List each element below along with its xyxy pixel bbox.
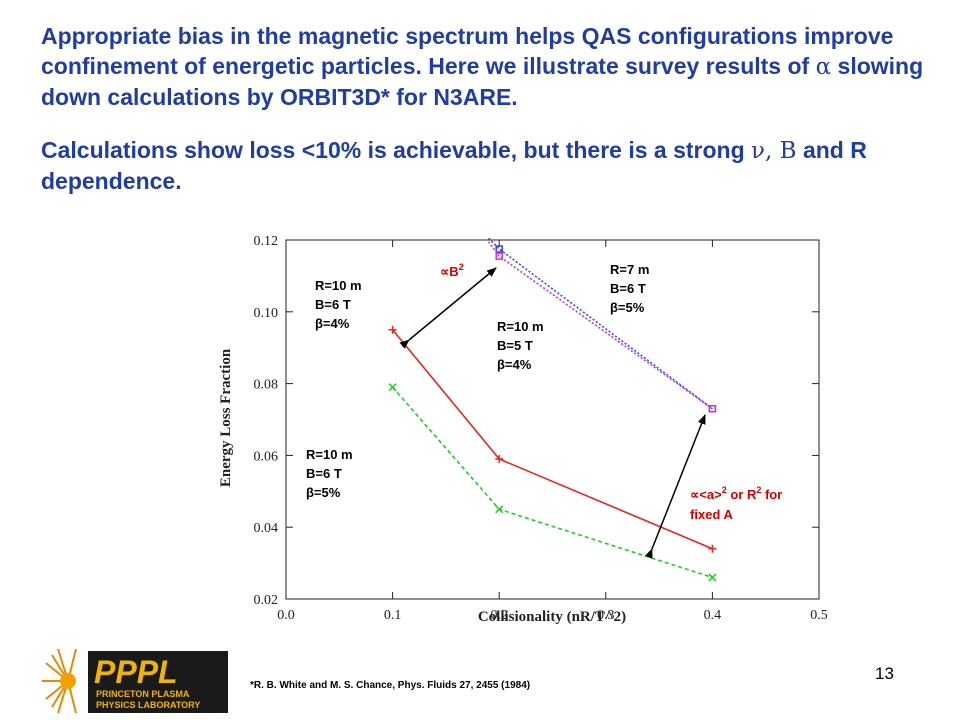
logo-panel	[88, 651, 228, 713]
b-squared-annotation: ∝B2	[440, 262, 464, 279]
data-point	[708, 573, 717, 582]
headline-text: slowing down calculations by ORBIT3D* fo…	[41, 53, 924, 110]
series-purple-annotation: R=7 m B=6 T β=5%	[610, 262, 653, 315]
x-tick-label: 0.3	[597, 608, 615, 623]
data-point	[708, 544, 717, 553]
footnote: *R. B. White and M. S. Chance, Phys. Flu…	[250, 680, 531, 691]
logo-line-1: PRINCETON PLASMA	[96, 689, 190, 699]
y-tick-label: 0.08	[254, 378, 279, 393]
y-tick-label: 0.02	[254, 593, 279, 608]
axis-ticks: 0.0 0.1 0.2 0.3 0.4 0.5 0.02 0.04 0.06 0.08 0.10 0.…	[254, 234, 828, 623]
headline-text: Calculations show loss <10% is achievabl…	[41, 137, 752, 163]
data-point	[495, 252, 503, 260]
radius-annotation: ∝<a>2 or R2 for fixed A	[690, 485, 786, 522]
radius-arrow	[644, 414, 706, 559]
x-tick-label: 0.4	[704, 608, 722, 623]
headline-text: Appropriate bias in the magnetic spectru…	[41, 23, 894, 79]
pppl-logo: PPPL PRINCETON PLASMA PHYSICS LABORATORY	[42, 648, 228, 714]
logo-mark: PPPL	[94, 654, 178, 690]
data-point	[388, 325, 397, 334]
data-series	[388, 237, 717, 582]
logo-line-2: PHYSICS LABORATORY	[96, 700, 200, 710]
headline-paragraph-1: Appropriate bias in the magnetic spectru…	[41, 21, 941, 112]
plot-frame	[285, 239, 820, 600]
y-axis-label: Energy Loss Fraction	[218, 348, 234, 487]
headline-paragraph-2: Calculations show loss <10% is achievabl…	[41, 135, 941, 196]
y-tick-label: 0.12	[254, 234, 279, 249]
series-line	[487, 237, 713, 410]
nu-b-symbol: ν, B	[751, 138, 797, 164]
y-tick-label: 0.06	[254, 449, 279, 464]
marker-square	[495, 245, 503, 253]
x-tick-label: 0.2	[490, 608, 508, 623]
data-point	[388, 383, 397, 392]
series-blue-annotation: R=10 m B=5 T β=4%	[497, 319, 547, 372]
data-point	[495, 245, 503, 253]
series-line	[391, 386, 713, 579]
series-line	[487, 241, 713, 410]
headline-text: and R dependence.	[41, 137, 867, 194]
x-tick-label: 0.0	[277, 608, 295, 623]
series-green-annotation: R=10 m B=6 T β=5%	[306, 447, 356, 500]
data-point	[495, 505, 504, 514]
x-tick-label: 0.1	[384, 608, 402, 623]
logo-core	[60, 673, 76, 689]
marker-stroke	[708, 573, 717, 582]
data-point	[708, 404, 717, 413]
y-tick-label: 0.10	[254, 306, 279, 321]
marker-square	[495, 252, 503, 260]
alpha-symbol: α	[815, 54, 832, 80]
series-red-annotation: R=10 m B=6 T β=4%	[315, 278, 365, 331]
marker-square	[708, 404, 717, 413]
x-axis-label: Collisionality (nR/T^2)	[478, 609, 626, 625]
data-point	[495, 454, 504, 463]
energy-loss-chart: 0.0 0.1 0.2 0.3 0.4 0.5 0.02 0.04 0.06 0.08 0.10 0.…	[218, 234, 828, 625]
x-tick-label: 0.5	[810, 608, 828, 623]
marker-stroke	[495, 505, 504, 514]
b-squared-arrow	[399, 267, 497, 349]
marker-stroke	[388, 383, 397, 392]
y-tick-label: 0.04	[254, 521, 279, 536]
page-number: 13	[875, 664, 894, 683]
